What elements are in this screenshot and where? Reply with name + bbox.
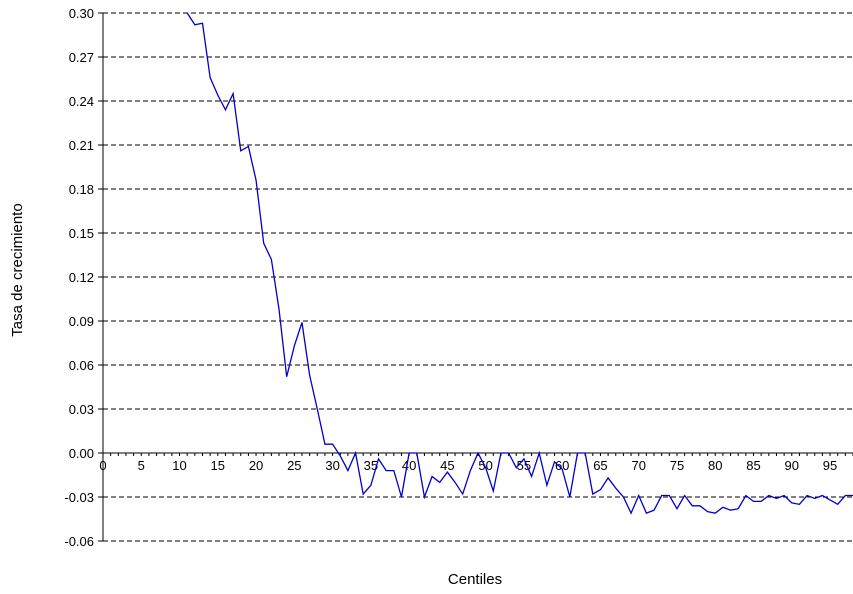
x-tick-label: 95 xyxy=(823,458,837,473)
x-axis: 0 5 10 15 20 25 30 35 40 45 50 55 60 65 70 75 80 85 90 95 xyxy=(99,452,853,473)
y-tick-label: 0.24 xyxy=(69,94,94,109)
x-axis-title: Centiles xyxy=(448,571,502,588)
x-tick-label: 65 xyxy=(593,458,607,473)
x-tick-label: 5 xyxy=(138,458,145,473)
x-tick-label: 40 xyxy=(402,458,416,473)
y-axis-title: Tasa de crecimiento xyxy=(9,203,26,336)
y-tick-label: 0.27 xyxy=(69,50,94,65)
x-tick-label: 90 xyxy=(785,458,799,473)
series-line xyxy=(186,12,853,515)
y-tick-label: 0.15 xyxy=(69,226,94,241)
x-tick-label: 20 xyxy=(249,458,263,473)
y-tick-label: 0.12 xyxy=(69,270,94,285)
x-tick-label: 45 xyxy=(440,458,454,473)
y-tick-label: 0.21 xyxy=(69,138,94,153)
x-tick-label: 30 xyxy=(325,458,339,473)
y-tick-label: 0.18 xyxy=(69,182,94,197)
y-tick-label: 0.06 xyxy=(69,358,94,373)
y-tick-label: -0.03 xyxy=(64,490,94,505)
x-tick-label: 35 xyxy=(364,458,378,473)
x-tick-label: 50 xyxy=(478,458,492,473)
y-tick-label: 0.03 xyxy=(69,402,94,417)
x-tick-label: 0 xyxy=(99,458,106,473)
y-tick-label: 0.09 xyxy=(69,314,94,329)
x-tick-label: 25 xyxy=(287,458,301,473)
y-tick-label: -0.06 xyxy=(64,534,94,549)
x-tick-label: 70 xyxy=(631,458,645,473)
x-tick-label: 15 xyxy=(211,458,225,473)
y-tick-label: 0.00 xyxy=(69,446,94,461)
x-tick-label: 75 xyxy=(670,458,684,473)
x-tick-label: 55 xyxy=(517,458,531,473)
x-tick-label: 10 xyxy=(172,458,186,473)
x-tick-label: 80 xyxy=(708,458,722,473)
gridlines xyxy=(103,12,853,542)
x-tick-label: 60 xyxy=(555,458,569,473)
y-tick-label: 0.30 xyxy=(69,6,94,21)
y-axis: 0.30 0.27 0.24 0.21 0.18 0.15 0.12 0.09 0.06 0.03… xyxy=(64,6,104,549)
x-tick-label: 85 xyxy=(746,458,760,473)
